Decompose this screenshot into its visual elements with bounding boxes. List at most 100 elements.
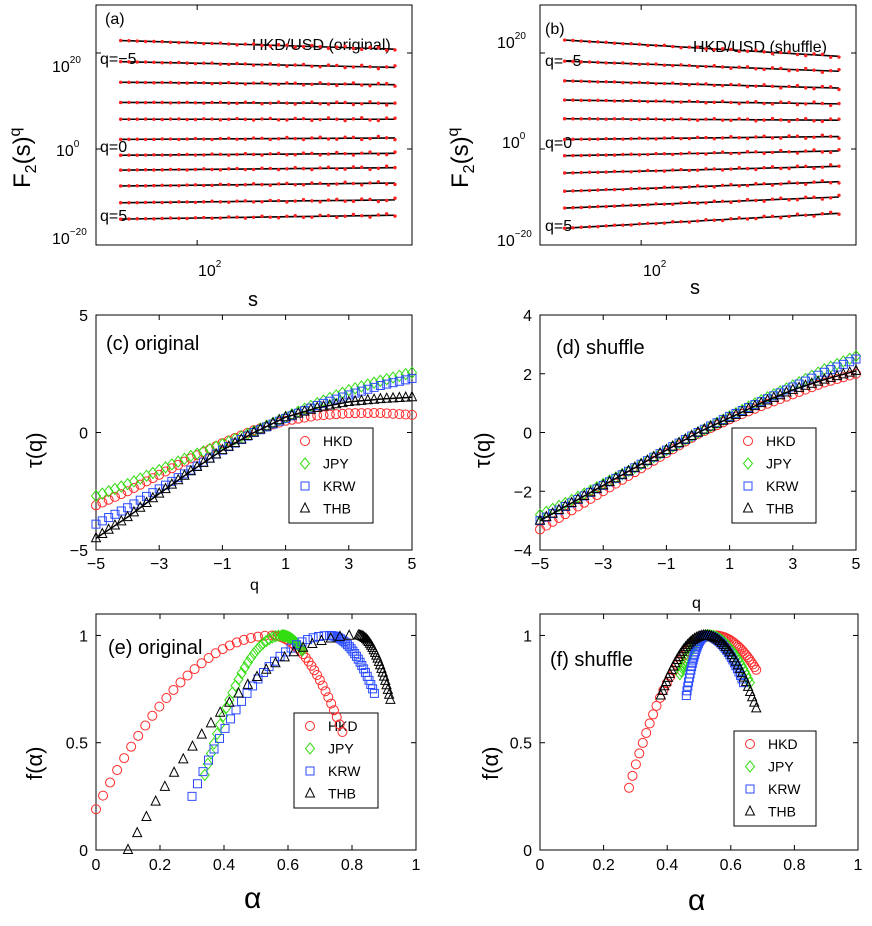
data-point bbox=[729, 217, 733, 221]
data-point bbox=[118, 38, 123, 43]
data-point bbox=[629, 61, 633, 66]
data-point bbox=[105, 777, 116, 788]
data-point bbox=[837, 117, 841, 121]
data-point bbox=[103, 484, 114, 498]
data-point bbox=[351, 65, 356, 69]
data-point bbox=[168, 40, 173, 45]
data-point bbox=[679, 82, 683, 86]
data-point bbox=[646, 99, 650, 104]
fit-line bbox=[120, 199, 395, 204]
legend-c: HKD JPY KRW THB bbox=[288, 427, 374, 524]
data-point bbox=[687, 662, 697, 672]
data-point bbox=[202, 61, 206, 65]
data-point bbox=[381, 372, 392, 386]
data-point bbox=[97, 516, 107, 526]
data-point bbox=[360, 83, 364, 87]
data-point bbox=[838, 367, 849, 379]
data-point bbox=[737, 151, 741, 156]
data-point bbox=[779, 166, 783, 171]
legend-marker-jpy bbox=[744, 760, 756, 773]
data-point bbox=[305, 403, 317, 414]
data-point bbox=[671, 152, 675, 157]
data-point bbox=[720, 218, 725, 223]
data-point bbox=[820, 165, 825, 169]
data-point bbox=[301, 151, 306, 155]
data-point bbox=[168, 101, 173, 105]
data-point bbox=[745, 166, 750, 171]
data-point bbox=[393, 214, 397, 218]
data-point bbox=[369, 408, 380, 419]
data-point bbox=[362, 408, 373, 419]
data-point bbox=[318, 65, 322, 69]
data-point bbox=[335, 167, 339, 171]
data-point bbox=[376, 152, 381, 156]
data-point bbox=[168, 80, 173, 85]
data-point bbox=[384, 198, 389, 203]
fit-line bbox=[564, 60, 840, 73]
data-point bbox=[671, 220, 675, 224]
data-point bbox=[712, 117, 716, 121]
data-point bbox=[236, 666, 247, 680]
data-point bbox=[260, 81, 264, 85]
data-point bbox=[812, 119, 816, 123]
data-point bbox=[343, 65, 347, 70]
data-point bbox=[779, 86, 783, 90]
data-point bbox=[177, 81, 181, 85]
data-point bbox=[251, 215, 256, 219]
data-point bbox=[828, 210, 833, 214]
data-point bbox=[629, 152, 633, 156]
data-point bbox=[324, 409, 335, 420]
data-point bbox=[143, 153, 148, 157]
data-point bbox=[160, 183, 164, 187]
data-point bbox=[596, 188, 600, 192]
data-point bbox=[210, 440, 222, 453]
data-point bbox=[285, 64, 289, 68]
data-point bbox=[143, 200, 148, 205]
ytick-label: 1 bbox=[523, 628, 532, 645]
data-point bbox=[604, 224, 608, 228]
data-point bbox=[687, 151, 692, 155]
data-point bbox=[118, 80, 123, 84]
fit-line bbox=[120, 60, 395, 69]
data-point bbox=[119, 753, 130, 764]
data-point bbox=[293, 81, 297, 85]
data-point bbox=[330, 397, 342, 409]
data-point bbox=[837, 136, 841, 140]
data-point bbox=[154, 701, 165, 712]
data-point bbox=[687, 633, 699, 645]
data-point bbox=[118, 153, 123, 157]
data-point bbox=[662, 185, 667, 189]
data-point bbox=[387, 371, 399, 384]
series-q-0 bbox=[118, 134, 397, 142]
data-point bbox=[368, 84, 372, 88]
xtick-label: 0 bbox=[536, 857, 545, 874]
data-point bbox=[687, 200, 692, 205]
data-point bbox=[127, 80, 131, 85]
data-point bbox=[562, 38, 567, 42]
data-point bbox=[127, 117, 131, 121]
data-point bbox=[745, 183, 750, 188]
data-point bbox=[720, 183, 725, 188]
data-point bbox=[770, 84, 775, 88]
data-point bbox=[787, 180, 791, 184]
data-point bbox=[637, 737, 648, 748]
xtick-label: 0.4 bbox=[213, 857, 235, 874]
data-point bbox=[745, 217, 750, 221]
data-point bbox=[828, 117, 833, 121]
data-point bbox=[394, 409, 405, 420]
series-q-1 bbox=[562, 148, 841, 158]
data-point bbox=[770, 197, 775, 201]
data-point bbox=[737, 199, 741, 203]
data-point bbox=[384, 81, 389, 86]
data-point bbox=[310, 181, 314, 185]
data-point bbox=[268, 62, 272, 66]
data-point bbox=[714, 634, 725, 646]
data-point bbox=[671, 100, 675, 104]
xtick-label: −3 bbox=[150, 556, 168, 573]
data-point bbox=[804, 195, 808, 199]
data-point bbox=[587, 205, 592, 209]
data-point bbox=[310, 64, 314, 68]
data-point bbox=[646, 117, 650, 121]
ytick-label: 0.5 bbox=[66, 736, 88, 753]
data-point bbox=[604, 40, 608, 45]
